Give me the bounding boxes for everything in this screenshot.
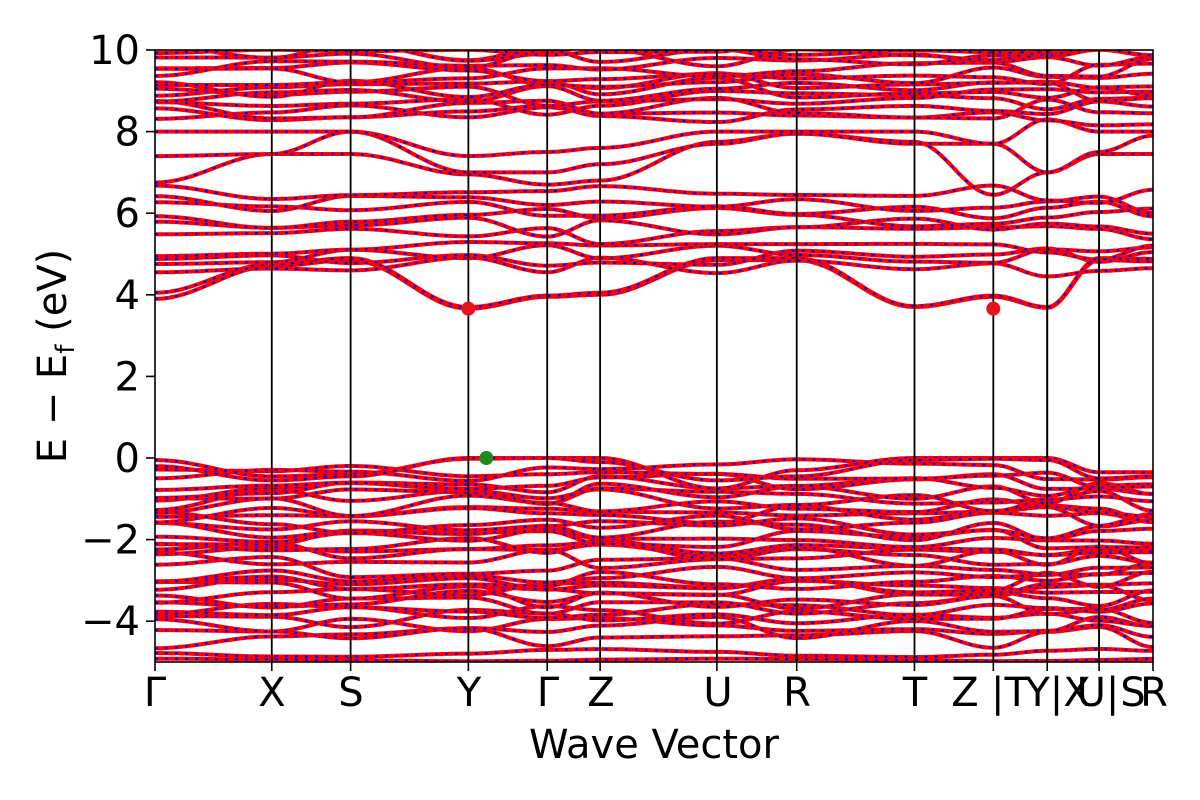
y-tick-label: −2 xyxy=(81,518,140,564)
x-tick-label: S xyxy=(1120,670,1145,716)
y-tick-label: 4 xyxy=(115,273,140,319)
x-tick-label: Z xyxy=(587,670,614,716)
x-tick-label: Z xyxy=(951,670,978,716)
x-tick-label: Γ xyxy=(537,670,560,716)
extremum-marker xyxy=(461,301,476,316)
y-tick-label: 6 xyxy=(115,191,140,237)
y-tick-label: 10 xyxy=(89,28,140,74)
x-tick-label: Y|X xyxy=(1024,670,1090,716)
x-tick-label: Y xyxy=(456,670,482,716)
high-symmetry-lines xyxy=(270,50,1101,662)
x-tick-label: X xyxy=(258,670,285,716)
y-tick-label: 0 xyxy=(115,436,140,482)
x-tick-label: Γ xyxy=(144,670,167,716)
x-tick-label: U xyxy=(703,670,732,716)
band-line xyxy=(155,656,1153,662)
extrema-markers xyxy=(461,301,1001,465)
y-tick-label: −4 xyxy=(81,599,140,645)
band-line xyxy=(155,117,1153,159)
band-line-dashed xyxy=(155,118,1153,158)
y-tick-label: 8 xyxy=(115,110,140,156)
plot-frame xyxy=(154,49,1154,663)
band-line xyxy=(155,646,1153,660)
y-tick-label: 2 xyxy=(115,354,140,400)
x-tick-label: |T xyxy=(991,670,1029,716)
x-axis: Γ X S Y Γ Z U R T Z |TY|XU| SR xyxy=(144,662,1168,716)
x-axis-label: Wave Vector xyxy=(529,722,780,768)
x-tick-label: T xyxy=(902,670,928,716)
x-tick-label: R xyxy=(1140,670,1168,716)
y-axis: 10 8 6 4 2 0 −2 −4 xyxy=(81,28,155,645)
y-axis-label: E − Ef (eV) xyxy=(30,249,81,464)
x-tick-label: R xyxy=(783,670,811,716)
extremum-marker xyxy=(479,451,494,465)
x-tick-label: U| xyxy=(1077,670,1120,716)
band-lines xyxy=(155,50,1153,662)
extremum-marker xyxy=(986,301,1001,316)
x-tick-label: S xyxy=(338,670,363,716)
